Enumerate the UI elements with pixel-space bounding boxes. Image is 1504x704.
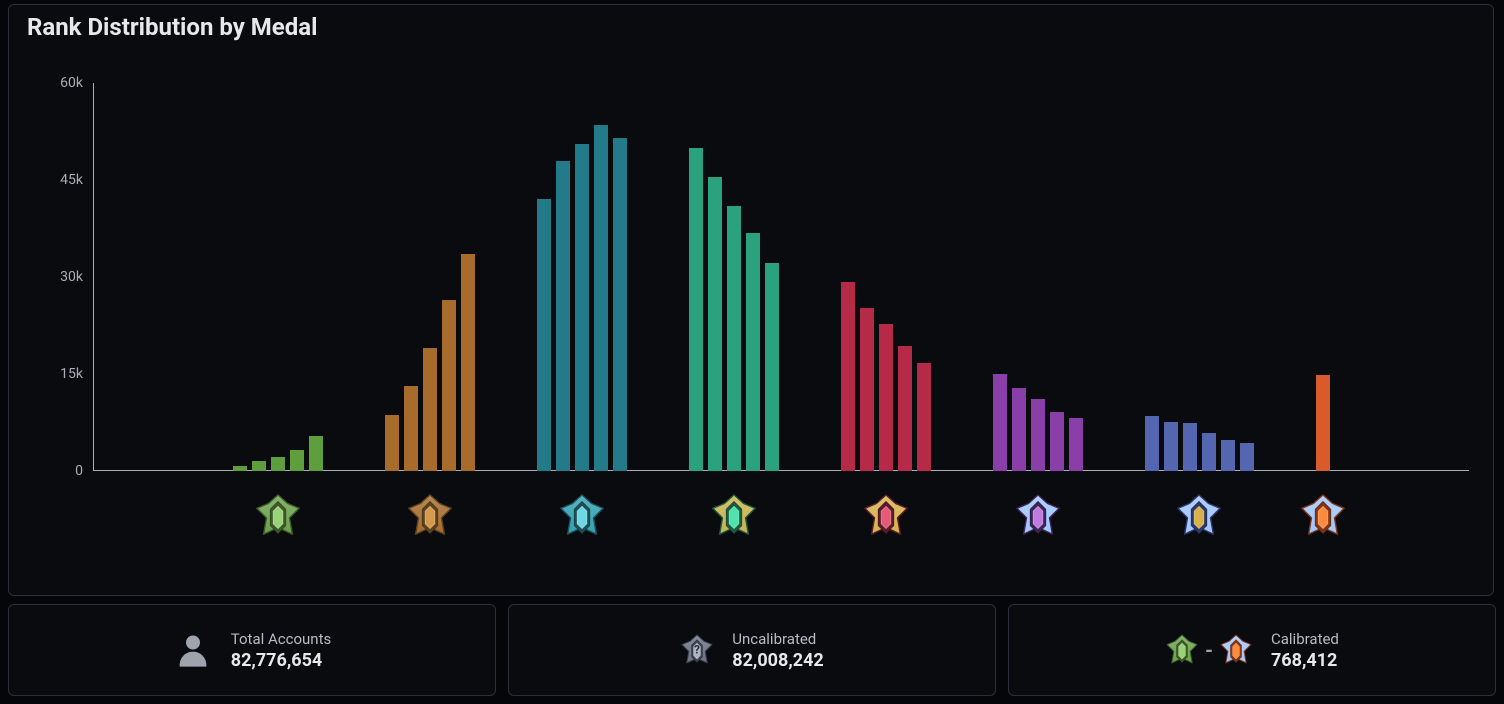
bar — [746, 233, 760, 471]
stat-label-uncal: Uncalibrated — [732, 630, 823, 648]
stat-value-total: 82,776,654 — [231, 650, 331, 671]
guardian-icon — [405, 491, 455, 541]
herald-icon — [253, 491, 303, 541]
bar — [1316, 375, 1330, 471]
medal-icon-row — [93, 491, 1469, 551]
bar — [917, 363, 931, 471]
stat-card-total-accounts: Total Accounts 82,776,654 — [8, 604, 496, 696]
bar — [1069, 418, 1083, 471]
herald-mini-icon — [1165, 633, 1199, 667]
bar — [1164, 422, 1178, 471]
y-axis-line — [93, 83, 94, 471]
bar — [537, 199, 551, 471]
bar — [993, 374, 1007, 471]
bar — [613, 138, 627, 471]
legend-icon — [861, 491, 911, 541]
stat-card-calibrated: - Calibrated 768,412 — [1008, 604, 1496, 696]
stat-value-uncal: 82,008,242 — [732, 650, 823, 671]
bar — [461, 254, 475, 471]
bar — [1240, 443, 1254, 471]
chart-area: 0 15k 30k 45k 60k — [23, 53, 1479, 581]
immortal-mini-icon — [1219, 633, 1253, 667]
calibrated-icons: - — [1165, 633, 1253, 667]
bar — [1050, 412, 1064, 471]
bar — [290, 450, 304, 471]
bar-group-archon — [689, 83, 779, 471]
bar — [860, 308, 874, 471]
bar — [309, 436, 323, 471]
bar — [879, 324, 893, 471]
stat-card-uncalibrated: ? Uncalibrated 82,008,242 — [508, 604, 996, 696]
bar — [385, 415, 399, 471]
range-dash: - — [1205, 638, 1213, 662]
plot-region — [93, 83, 1469, 471]
bar — [575, 144, 589, 471]
bar-group-guardian — [385, 83, 475, 471]
bar — [556, 161, 570, 471]
bar — [689, 148, 703, 471]
bar — [1145, 416, 1159, 471]
y-tick-label: 45k — [23, 172, 83, 188]
bar — [271, 457, 285, 471]
stat-label-total: Total Accounts — [231, 630, 331, 648]
person-icon — [173, 630, 213, 670]
bar — [423, 348, 437, 471]
stat-text: Total Accounts 82,776,654 — [231, 630, 331, 671]
bar — [708, 177, 722, 471]
stat-value-calib: 768,412 — [1271, 650, 1339, 671]
svg-text:?: ? — [694, 642, 700, 656]
y-tick-label: 0 — [23, 463, 83, 479]
stat-text: Calibrated 768,412 — [1271, 630, 1339, 671]
bar — [727, 206, 741, 471]
bar — [765, 263, 779, 471]
bar-group-divine — [1145, 83, 1254, 471]
crusader-icon — [557, 491, 607, 541]
bar — [898, 346, 912, 471]
bar — [252, 461, 266, 471]
bar — [1031, 399, 1045, 471]
y-tick-label: 15k — [23, 366, 83, 382]
bar — [594, 125, 608, 471]
stat-text: Uncalibrated 82,008,242 — [732, 630, 823, 671]
bar — [404, 386, 418, 471]
bar-group-crusader — [537, 83, 627, 471]
bar-group-immortal — [1316, 83, 1330, 471]
bar-group-herald — [233, 83, 323, 471]
uncalibrated-icon: ? — [680, 633, 714, 667]
archon-icon — [709, 491, 759, 541]
bar — [1202, 433, 1216, 471]
divine-icon — [1174, 491, 1224, 541]
bar — [1183, 423, 1197, 471]
bar — [1012, 388, 1026, 471]
bar — [841, 282, 855, 471]
y-tick-label: 60k — [23, 75, 83, 91]
bar — [442, 300, 456, 471]
stat-label-calib: Calibrated — [1271, 630, 1339, 648]
ancient-icon — [1013, 491, 1063, 541]
immortal-icon — [1298, 491, 1348, 541]
bar-group-ancient — [993, 83, 1083, 471]
bar — [1221, 440, 1235, 471]
y-tick-label: 30k — [23, 269, 83, 285]
bar — [233, 466, 247, 471]
chart-panel: Rank Distribution by Medal — [8, 4, 1494, 596]
bar-group-legend — [841, 83, 931, 471]
panel-title: Rank Distribution by Medal — [27, 13, 317, 41]
